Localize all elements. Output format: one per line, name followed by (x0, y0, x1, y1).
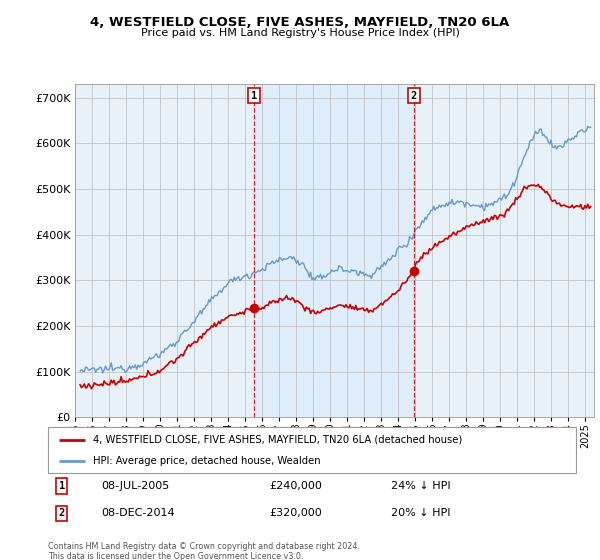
Bar (254, 84, 414, 417)
Text: £320,000: £320,000 (270, 508, 323, 518)
Text: 4, WESTFIELD CLOSE, FIVE ASHES, MAYFIELD, TN20 6LA: 4, WESTFIELD CLOSE, FIVE ASHES, MAYFIELD… (91, 16, 509, 29)
Text: Price paid vs. HM Land Registry's House Price Index (HPI): Price paid vs. HM Land Registry's House … (140, 28, 460, 38)
FancyBboxPatch shape (48, 427, 576, 473)
Text: 2: 2 (59, 508, 65, 518)
Text: 2: 2 (411, 91, 417, 101)
Text: 1: 1 (59, 481, 65, 491)
Text: £240,000: £240,000 (270, 481, 323, 491)
Text: 08-DEC-2014: 08-DEC-2014 (101, 508, 175, 518)
Text: 1: 1 (251, 91, 257, 101)
Text: 08-JUL-2005: 08-JUL-2005 (101, 481, 169, 491)
Text: HPI: Average price, detached house, Wealden: HPI: Average price, detached house, Weal… (93, 456, 320, 466)
Text: 20% ↓ HPI: 20% ↓ HPI (391, 508, 451, 518)
Text: Contains HM Land Registry data © Crown copyright and database right 2024.
This d: Contains HM Land Registry data © Crown c… (48, 542, 360, 560)
Text: 24% ↓ HPI: 24% ↓ HPI (391, 481, 451, 491)
Text: 4, WESTFIELD CLOSE, FIVE ASHES, MAYFIELD, TN20 6LA (detached house): 4, WESTFIELD CLOSE, FIVE ASHES, MAYFIELD… (93, 435, 462, 445)
